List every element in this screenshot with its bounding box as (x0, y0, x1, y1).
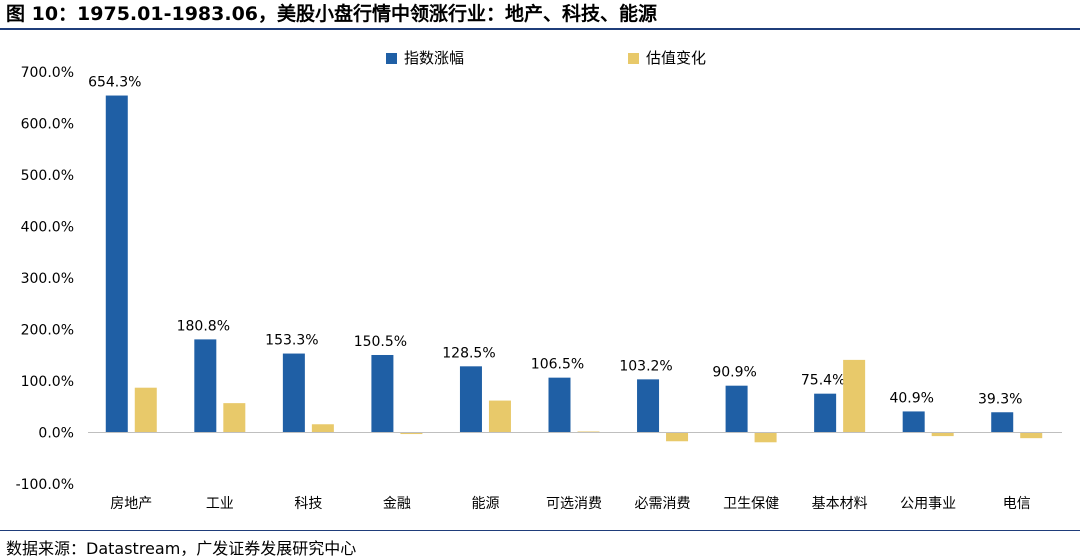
bar-data-label: 106.5% (531, 357, 584, 373)
y-tick-label: 0.0% (38, 426, 74, 442)
legend-swatch (386, 53, 397, 64)
bar-valuation-change (931, 432, 954, 437)
x-category-label: 科技 (294, 496, 322, 512)
bar-data-label: 150.5% (354, 334, 407, 350)
bar-valuation-change (134, 387, 157, 433)
bar-index-gain (371, 354, 394, 433)
x-axis: 房地产 工业 科技 金融 能源 可选消费 必需消费 卫生保健 基本材料 公用事业 电信 (88, 432, 1062, 512)
bar-index-gain (902, 411, 925, 433)
bar-data-label: 40.9% (889, 390, 933, 406)
bar-index-gain (991, 412, 1014, 433)
chart-legend: 指数涨幅 估值变化 (386, 49, 706, 67)
bar-index-gain (459, 366, 482, 433)
figure-title: 图 10：1975.01-1983.06，美股小盘行情中领涨行业：地产、科技、能… (6, 3, 658, 25)
y-axis: -100.0% 0.0% 100.0% 200.0% 300.0% 400.0% 500.0… (16, 65, 74, 493)
bar-data-label: 128.5% (442, 345, 495, 361)
bar-data-label: 180.8% (177, 318, 230, 334)
legend-swatch (628, 53, 639, 64)
bar-data-label: 90.9% (712, 365, 756, 381)
bar-valuation-change (666, 432, 689, 442)
x-category-label: 电信 (1003, 496, 1031, 512)
bar-data-label: 75.4% (801, 373, 845, 389)
bar-data-label: 39.3% (978, 391, 1022, 407)
bar-data-label: 654.3% (88, 75, 141, 91)
bar-valuation-change (223, 403, 246, 433)
x-category-label: 金融 (383, 496, 411, 512)
bar-index-gain (814, 393, 837, 433)
bar-index-gain (637, 379, 660, 433)
y-tick-label: -100.0% (16, 477, 74, 493)
x-category-label: 可选消费 (546, 496, 602, 512)
bar-valuation-change (400, 432, 423, 435)
legend-label: 估值变化 (646, 49, 706, 67)
y-tick-label: 500.0% (21, 168, 74, 184)
chart-bars: 654.3% 180.8% 153.3% 150.5% 128.5% 106.5% 103.… (88, 75, 1043, 443)
bar-index-gain (548, 377, 571, 433)
legend-label: 指数涨幅 (404, 49, 464, 67)
x-category-label: 工业 (206, 496, 234, 512)
bar-index-gain (194, 339, 217, 433)
x-category-label: 卫生保健 (723, 496, 779, 512)
bar-index-gain (282, 353, 305, 433)
title-rule (0, 28, 1080, 30)
footer-rule (0, 530, 1080, 531)
bar-data-label: 103.2% (619, 358, 672, 374)
bar-valuation-change (843, 359, 866, 433)
y-tick-label: 100.0% (21, 374, 74, 390)
x-category-label: 必需消费 (635, 496, 691, 512)
y-tick-label: 700.0% (21, 65, 74, 81)
y-tick-label: 400.0% (21, 220, 74, 236)
y-tick-label: 600.0% (21, 117, 74, 133)
bar-index-gain (725, 385, 748, 433)
source-note: 数据来源：Datastream，广发证券发展研究中心 (6, 539, 357, 558)
y-tick-label: 200.0% (21, 323, 74, 339)
bar-valuation-change (488, 400, 511, 433)
x-category-label: 公用事业 (900, 496, 956, 512)
bar-valuation-change (754, 432, 777, 443)
bar-valuation-change (577, 431, 600, 433)
x-category-label: 房地产 (110, 496, 152, 512)
bar-valuation-change (311, 424, 334, 433)
y-tick-label: 300.0% (21, 271, 74, 287)
bar-index-gain (105, 95, 128, 433)
x-category-label: 能源 (471, 496, 499, 512)
bar-data-label: 153.3% (265, 333, 318, 349)
bar-chart: 指数涨幅 估值变化 -100.0% 0.0% 100.0% 200.0% 300.0% 40… (16, 49, 1062, 512)
x-category-label: 基本材料 (812, 495, 868, 512)
bar-valuation-change (1020, 432, 1043, 439)
